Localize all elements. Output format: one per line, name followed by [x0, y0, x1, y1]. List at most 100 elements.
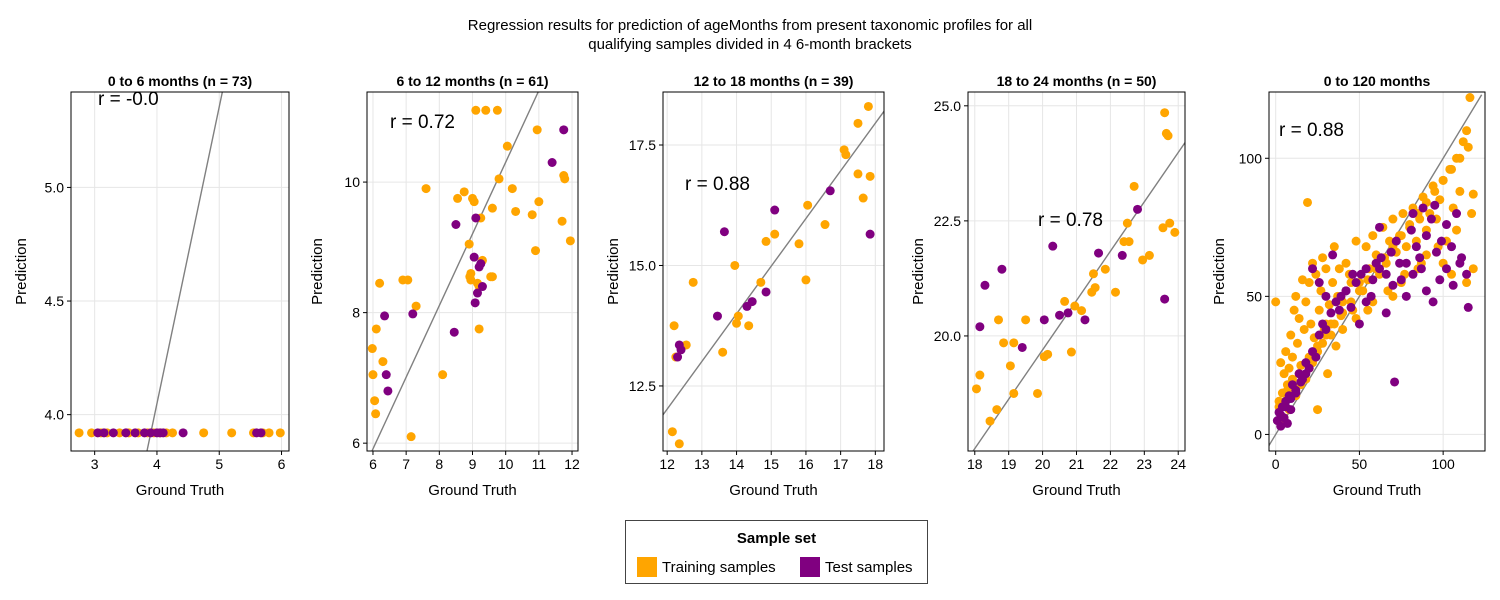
training-point — [403, 275, 413, 285]
training-point — [794, 239, 804, 249]
test-point — [408, 309, 418, 319]
training-point — [421, 184, 431, 194]
x-tick-label: 4 — [153, 456, 161, 472]
training-point — [1060, 296, 1070, 306]
test-point — [93, 428, 103, 438]
training-point — [1090, 283, 1100, 293]
training-point — [264, 428, 274, 438]
figure-title-line-2: qualifying samples divided in 4 6-month … — [588, 36, 912, 53]
legend-swatch-training — [637, 557, 657, 577]
training-point — [1321, 264, 1331, 274]
training-point — [560, 174, 570, 184]
training-point — [1354, 286, 1364, 296]
training-point — [1077, 306, 1087, 316]
x-tick-label: 18 — [967, 456, 983, 472]
training-point — [1455, 186, 1465, 196]
test-point — [1441, 264, 1451, 274]
training-point — [459, 187, 469, 197]
training-point — [368, 370, 378, 380]
test-point — [1361, 264, 1371, 274]
test-point — [1334, 305, 1344, 315]
training-point — [1334, 264, 1344, 274]
test-point — [980, 280, 990, 290]
training-point — [1021, 315, 1031, 325]
x-tick-label: 7 — [402, 456, 410, 472]
training-point — [1363, 305, 1373, 315]
test-point — [121, 428, 131, 438]
training-point — [453, 193, 463, 203]
test-point — [1321, 324, 1331, 334]
test-point — [1396, 275, 1406, 285]
training-point — [999, 338, 1009, 348]
training-point — [1163, 131, 1173, 141]
test-point — [1017, 342, 1027, 352]
training-point — [1144, 250, 1154, 260]
training-point — [1043, 349, 1053, 359]
training-point — [1281, 347, 1291, 357]
y-tick-label: 17.5 — [629, 137, 656, 153]
training-point — [994, 315, 1004, 325]
training-point — [168, 428, 178, 438]
training-point — [227, 428, 237, 438]
regression-line — [972, 142, 1185, 451]
test-point — [1117, 250, 1127, 260]
y-axis-label: Prediction — [605, 238, 622, 305]
legend-item-training: Training samples — [637, 557, 776, 577]
x-tick-label: 21 — [1069, 456, 1085, 472]
training-point — [464, 239, 474, 249]
test-point — [1395, 258, 1405, 268]
training-point — [1301, 297, 1311, 307]
test-point — [761, 287, 771, 297]
training-point — [1292, 338, 1302, 348]
training-point — [1323, 369, 1333, 379]
training-point — [669, 321, 679, 331]
panel-title: 6 to 12 months (n = 61) — [396, 73, 548, 89]
test-point — [1391, 236, 1401, 246]
training-point — [565, 236, 575, 246]
test-point — [383, 386, 393, 396]
training-point — [1306, 319, 1316, 329]
training-point — [1452, 225, 1462, 235]
y-axis-label: Prediction — [1211, 238, 1228, 305]
y-tick-label: 15.0 — [629, 257, 656, 273]
test-point — [1381, 269, 1391, 279]
test-point — [1314, 330, 1324, 340]
test-point — [1348, 269, 1358, 279]
training-point — [1299, 324, 1309, 334]
training-point — [531, 246, 541, 256]
x-tick-label: 6 — [369, 456, 377, 472]
x-tick-label: 23 — [1137, 456, 1153, 472]
test-point — [477, 282, 487, 292]
y-tick-label: 4.5 — [45, 293, 65, 309]
training-point — [1066, 347, 1076, 357]
test-point — [1386, 247, 1396, 257]
training-point — [1361, 242, 1371, 252]
training-point — [466, 275, 476, 285]
test-point — [1435, 275, 1445, 285]
test-point — [1301, 369, 1311, 379]
chart-panel-1: 3 4 5 6 4.0 4.5 5.0 0 to 6 months (n = 73) Groun… — [13, 73, 290, 499]
test-point — [146, 428, 156, 438]
training-point — [801, 275, 811, 285]
y-tick-label: 20.0 — [934, 328, 961, 344]
test-point — [865, 229, 875, 239]
test-point — [108, 428, 118, 438]
test-point — [1094, 248, 1104, 258]
test-point — [997, 264, 1007, 274]
test-point — [1055, 310, 1065, 320]
test-point — [1296, 377, 1306, 387]
training-point — [487, 203, 497, 213]
test-point — [712, 311, 722, 321]
training-point — [1033, 388, 1043, 398]
test-point — [559, 125, 569, 135]
legend-swatch-test — [800, 557, 820, 577]
training-point — [1138, 255, 1148, 265]
test-point — [1452, 209, 1462, 219]
training-point — [1294, 313, 1304, 323]
test-point — [1462, 269, 1472, 279]
x-tick-label: 14 — [729, 456, 745, 472]
figure-title: Regression results for prediction of age… — [300, 16, 1200, 54]
training-point — [1438, 175, 1448, 185]
test-point — [1376, 253, 1386, 263]
